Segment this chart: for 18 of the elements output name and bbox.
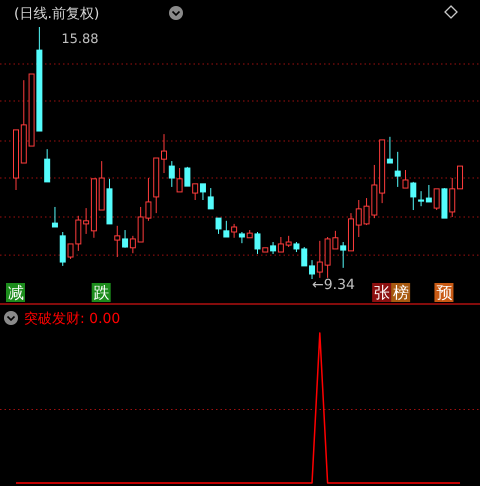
- signal-badge: 跌: [92, 283, 113, 302]
- candlestick: [394, 151, 401, 188]
- candlestick: [114, 225, 120, 258]
- candlestick: [168, 160, 175, 188]
- chart-title: (日线.前复权): [14, 6, 100, 22]
- candlestick: [145, 178, 152, 222]
- signal-badge: 减: [6, 283, 27, 302]
- candlestick: [309, 260, 316, 280]
- candlestick: [60, 231, 66, 266]
- candlestick: [449, 178, 456, 218]
- candlestick: [161, 134, 168, 174]
- signal-badge: 预: [434, 283, 456, 302]
- chart-title: 突破发财: 0.00: [24, 311, 120, 327]
- signal-badge: 张榜: [372, 283, 412, 302]
- annotation: ←9.34: [312, 277, 356, 293]
- annotation: 15.88: [61, 32, 99, 47]
- candlestick: [418, 190, 424, 207]
- candlestick: [340, 242, 346, 268]
